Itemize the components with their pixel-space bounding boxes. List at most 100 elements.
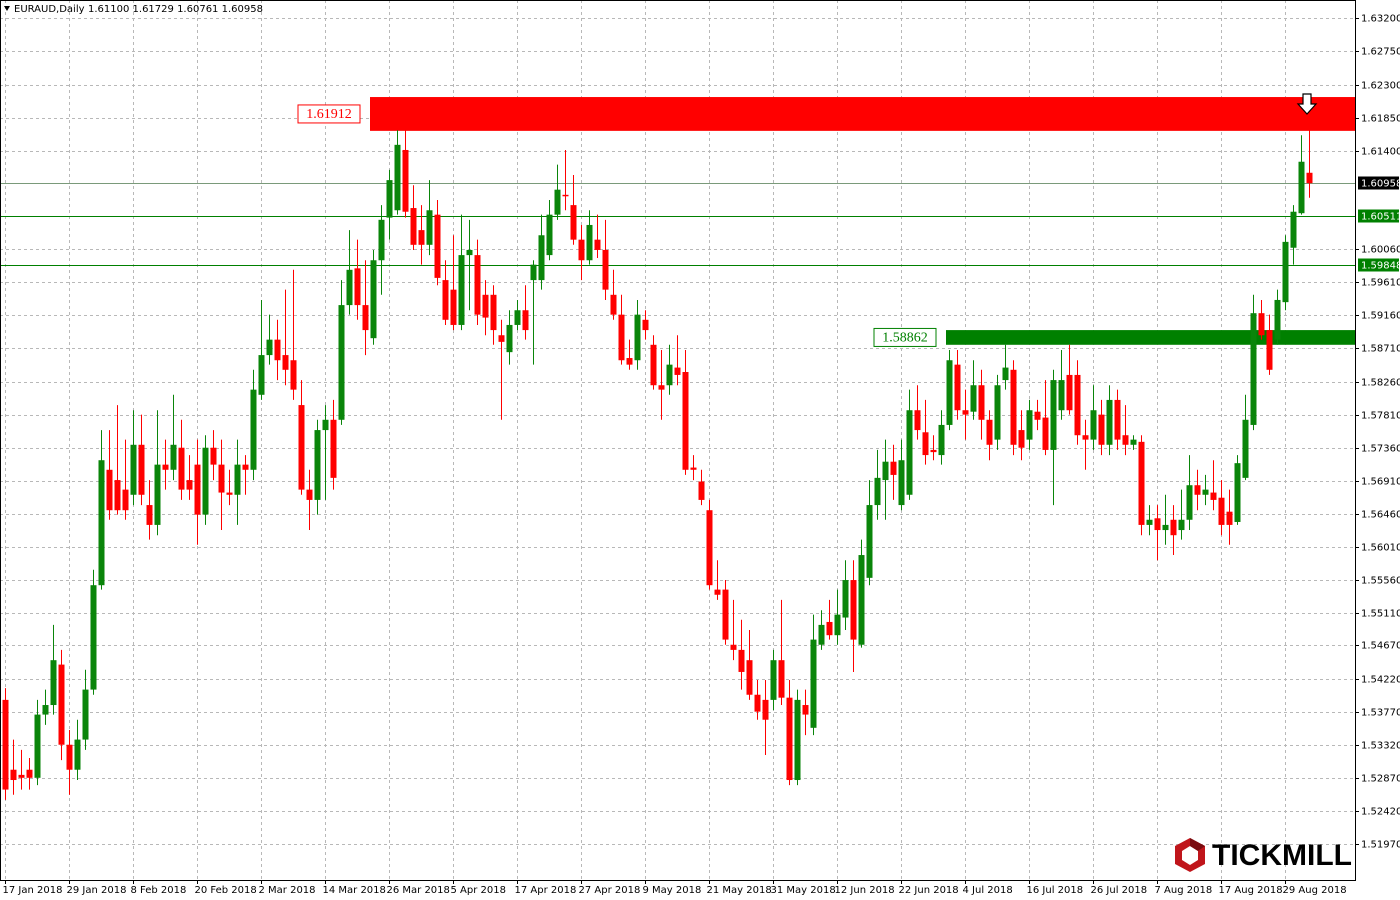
chart-subtitle: 1.61100 1.61729 1.60761 1.60958 — [88, 4, 263, 15]
candle-body — [1138, 441, 1145, 525]
x-tick-label: 27 Apr 2018 — [579, 885, 641, 896]
level-tag-label: 1.60511 — [1361, 212, 1400, 223]
x-tick-label: 22 Jun 2018 — [899, 885, 959, 896]
candle-body — [986, 419, 993, 445]
logo-text: TICKMILL — [1212, 839, 1352, 872]
candle-body — [682, 371, 689, 470]
x-tick-label: 4 Jul 2018 — [963, 885, 1013, 896]
candle-body — [482, 294, 489, 318]
candle-body — [466, 249, 473, 256]
candle-body — [402, 149, 409, 212]
candle-body — [1026, 410, 1033, 440]
sell-arrow — [1296, 93, 1318, 115]
y-tick-label: 1.55560 — [1361, 576, 1400, 587]
y-tick-label: 1.53770 — [1361, 708, 1400, 719]
x-tick-label: 14 Mar 2018 — [323, 885, 386, 896]
candle-body — [1106, 399, 1113, 445]
candle-body — [34, 714, 41, 778]
candle-body — [410, 208, 417, 245]
candle-body — [258, 355, 265, 395]
candle-body — [650, 344, 657, 386]
candle-body — [1274, 299, 1281, 340]
level-tag-label: 1.59848 — [1361, 261, 1400, 272]
candle-body — [450, 289, 457, 325]
zone — [370, 97, 1355, 131]
candle-body — [122, 489, 129, 511]
candle-body — [1218, 497, 1225, 525]
x-tick-label: 5 Apr 2018 — [451, 885, 506, 896]
y-tick-label: 1.54670 — [1361, 641, 1400, 652]
candle-body — [1170, 519, 1177, 536]
candle-body — [234, 464, 241, 495]
candle-body — [1066, 374, 1073, 411]
candle-body — [666, 364, 673, 386]
candle-body — [1114, 399, 1121, 440]
y-tick-label: 1.61400 — [1361, 147, 1400, 158]
candle-body — [114, 480, 121, 511]
candle-body — [634, 314, 641, 361]
x-tick-label: 29 Aug 2018 — [1283, 885, 1347, 896]
x-tick-label: 29 Jan 2018 — [67, 885, 127, 896]
candle-body — [842, 580, 849, 618]
candle-body — [1090, 410, 1097, 440]
x-tick-label: 16 Jul 2018 — [1027, 885, 1084, 896]
level-tag — [1358, 176, 1399, 190]
candle-body — [978, 385, 985, 420]
zone-label: 1.61912 — [306, 107, 352, 122]
candle-body — [330, 419, 337, 478]
x-tick-label: 8 Feb 2018 — [131, 885, 187, 896]
candle-body — [130, 444, 137, 495]
x-tick-label: 26 Jul 2018 — [1091, 885, 1148, 896]
level-tag — [1358, 209, 1399, 223]
candle-body — [1162, 524, 1169, 531]
candle-body — [290, 360, 297, 390]
candle-body — [530, 264, 537, 281]
candle-body — [514, 310, 521, 325]
candle-body — [730, 644, 737, 650]
candle-body — [106, 469, 113, 511]
candle-body — [1050, 380, 1057, 450]
candle-body — [10, 769, 17, 781]
candle-body — [570, 205, 577, 240]
x-tick-label: 31 May 2018 — [771, 885, 836, 896]
candle-body — [1194, 485, 1201, 495]
candle-body — [1042, 417, 1049, 450]
candle-body — [722, 589, 729, 640]
candle-body — [162, 464, 169, 470]
candle-body — [938, 424, 945, 456]
menu-triangle[interactable] — [4, 6, 10, 11]
candle-body — [578, 239, 585, 261]
candle-body — [970, 385, 977, 412]
candle-body — [202, 447, 209, 515]
candle-body — [746, 660, 753, 695]
candle-body — [498, 335, 505, 342]
zone-label-box — [873, 327, 937, 347]
candle-body — [186, 480, 193, 490]
candle-body — [98, 460, 105, 586]
candle-body — [1058, 380, 1065, 411]
candle-body — [50, 660, 57, 706]
y-tick-label: 1.52420 — [1361, 807, 1400, 818]
candle-body — [1290, 211, 1297, 248]
candle-body — [298, 405, 305, 490]
candle-body — [138, 444, 145, 495]
y-tick-label: 1.54220 — [1361, 675, 1400, 686]
y-tick-label: 1.63200 — [1361, 14, 1400, 25]
candle-body — [66, 744, 73, 770]
y-tick-label: 1.53320 — [1361, 741, 1400, 752]
candle-body — [626, 358, 633, 365]
candle-body — [522, 310, 529, 331]
candle-body — [394, 144, 401, 211]
candle-body — [994, 385, 1001, 440]
y-tick-label: 1.56910 — [1361, 477, 1400, 488]
zone — [946, 330, 1355, 345]
candle-body — [674, 367, 681, 375]
x-tick-label: 12 Jun 2018 — [835, 885, 895, 896]
plot-frame — [0, 0, 1356, 881]
candle-body — [434, 214, 441, 278]
candle-body — [362, 305, 369, 331]
candle-body — [1210, 492, 1217, 500]
candle-body — [562, 194, 569, 197]
candle-body — [1282, 241, 1289, 303]
